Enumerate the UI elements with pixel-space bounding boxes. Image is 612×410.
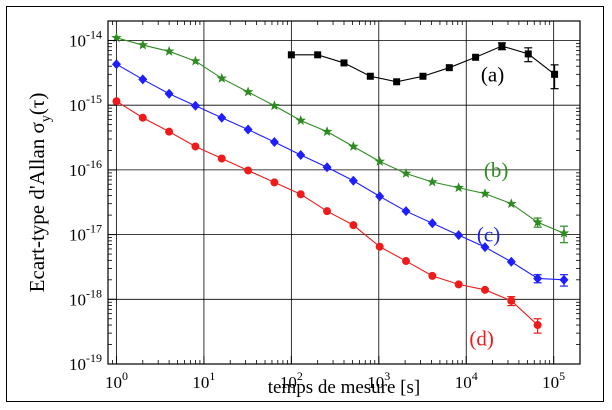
data-point: [314, 51, 322, 59]
series-circle: [112, 97, 542, 334]
series-star: [111, 32, 570, 244]
series-label: (c): [477, 223, 500, 247]
y-tick-label: 10-16: [69, 157, 102, 180]
data-point: [349, 221, 358, 230]
label-layer: (a) (b) (c) (d): [469, 62, 508, 350]
data-point: [243, 124, 253, 135]
data-point: [454, 280, 463, 289]
data-point: [445, 64, 453, 72]
data-point: [348, 140, 359, 151]
data-point: [269, 100, 280, 111]
x-tick-label: 103: [367, 369, 390, 392]
data-point: [506, 256, 516, 267]
y-tick-label: 10-15: [69, 92, 102, 115]
data-point: [242, 86, 254, 97]
data-point: [454, 230, 464, 241]
data-point: [244, 166, 253, 175]
x-tick-label: 101: [192, 369, 215, 392]
y-tick-label: 10-19: [69, 351, 102, 374]
data-point: [322, 162, 332, 173]
data-point: [340, 59, 348, 67]
data-point: [428, 271, 437, 280]
data-point: [533, 273, 543, 284]
data-point: [479, 188, 491, 199]
data-point: [480, 242, 490, 253]
data-point: [427, 176, 438, 187]
data-point: [164, 88, 174, 99]
data-point: [559, 274, 569, 285]
data-point: [296, 190, 305, 199]
data-point: [480, 285, 489, 294]
data-point: [419, 72, 427, 80]
data-point: [191, 142, 200, 151]
data-point: [111, 59, 121, 70]
x-tick-label: 100: [105, 369, 128, 392]
data-point: [375, 242, 384, 251]
series-layer: [111, 32, 570, 334]
data-point: [400, 167, 412, 178]
data-point: [427, 218, 437, 229]
data-point: [190, 100, 200, 111]
y-axis-title-sub: y: [39, 115, 54, 122]
tick-layer: 100 101 102 103 104 105 10-19 10-18 10-17 10-16 10…: [69, 21, 580, 392]
y-tick-label: 10-17: [69, 222, 102, 245]
data-point: [472, 53, 480, 61]
data-point: [216, 72, 227, 83]
series-label: (a): [481, 62, 504, 86]
plot-border: [107, 20, 581, 365]
data-point: [321, 126, 333, 137]
data-point: [366, 72, 374, 80]
y-tick-label: 10-18: [69, 286, 102, 309]
series-square: [287, 42, 559, 90]
data-point: [217, 112, 227, 123]
data-point: [323, 207, 332, 216]
data-point: [217, 154, 226, 163]
data-point: [296, 149, 306, 160]
data-point: [401, 206, 411, 217]
data-point: [533, 321, 542, 330]
data-point: [558, 227, 570, 238]
x-tick-label: 102: [280, 369, 303, 392]
data-point: [551, 70, 559, 78]
series-line: [116, 63, 564, 281]
series-label: (d): [469, 326, 494, 350]
y-axis-title-main: Ecart-type d'Allan σ: [25, 122, 49, 292]
data-point: [270, 178, 279, 187]
data-point: [498, 42, 506, 50]
data-point: [507, 296, 516, 305]
data-point: [269, 136, 279, 147]
y-tick-label: 10-14: [69, 27, 102, 50]
data-point: [165, 127, 174, 136]
data-point: [137, 39, 149, 50]
series-diamond: [111, 59, 569, 287]
data-point: [138, 74, 148, 85]
data-point: [163, 45, 175, 56]
grid-layer: [108, 21, 580, 364]
figure-frame: [6, 6, 604, 402]
series-label: (b): [484, 158, 509, 182]
y-axis-title-tail: (τ): [25, 93, 49, 115]
data-point: [190, 55, 201, 66]
data-point: [506, 198, 517, 209]
data-point: [348, 175, 358, 186]
data-point: [112, 97, 121, 106]
y-axis-title: Ecart-type d'Allan σy(τ): [25, 93, 54, 293]
data-point: [295, 114, 306, 125]
x-tick-label: 104: [455, 369, 478, 392]
data-point: [453, 182, 464, 193]
data-point: [393, 78, 401, 86]
data-point: [111, 32, 122, 43]
data-point: [375, 191, 385, 202]
data-point: [374, 155, 385, 166]
data-point: [524, 50, 532, 58]
x-tick-label: 105: [542, 369, 565, 392]
data-point: [402, 257, 411, 266]
data-point: [532, 216, 543, 227]
x-axis-title: temps de mesure [s]: [268, 377, 420, 398]
data-point: [138, 113, 147, 122]
data-point: [287, 51, 295, 59]
